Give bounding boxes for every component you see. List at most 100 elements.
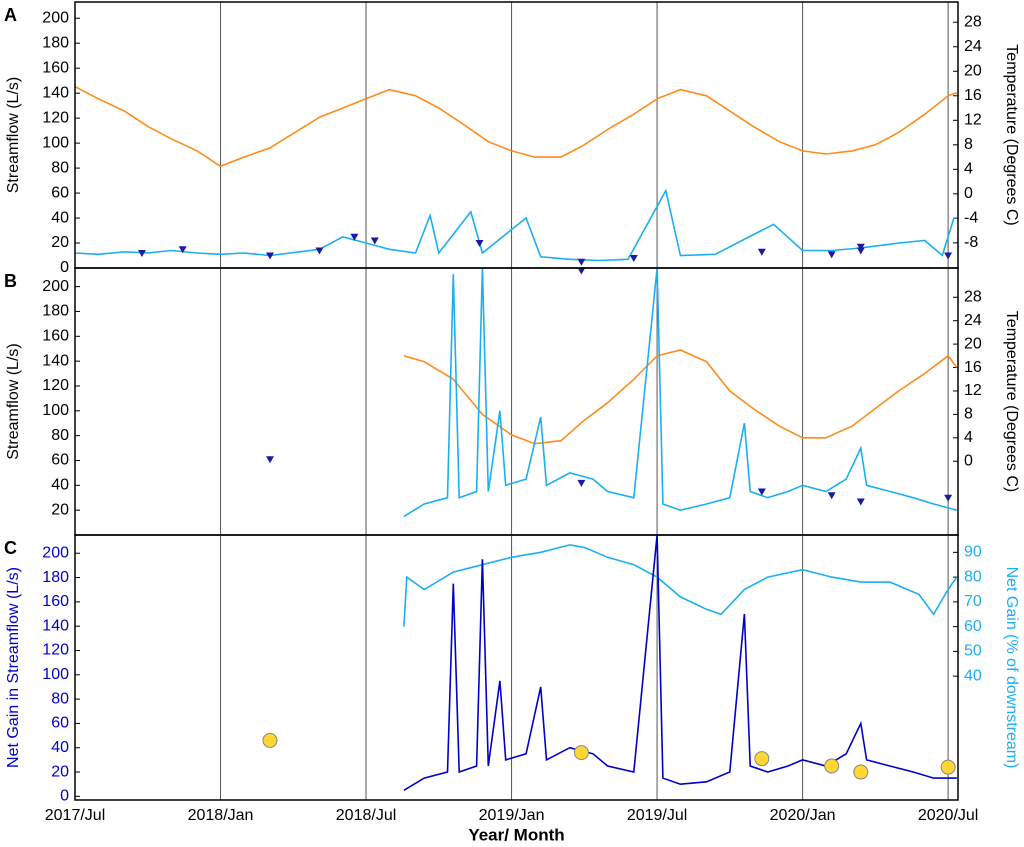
y-axis-label: Streamflow (L/s) bbox=[5, 77, 22, 193]
plot-frame bbox=[74, 534, 959, 801]
triangle-marker bbox=[757, 488, 766, 496]
triangle-marker bbox=[137, 250, 146, 258]
y2-tick-label: 20 bbox=[964, 62, 982, 79]
triangle-marker bbox=[856, 498, 865, 506]
y-tick-label: 80 bbox=[51, 427, 69, 444]
triangle-marker bbox=[827, 251, 836, 259]
y2-axis-label: Temperature (Degrees C) bbox=[1003, 311, 1020, 492]
y2-axis-label: Temperature (Degrees C) bbox=[1003, 44, 1020, 225]
x-tick-label: 2017/Jul bbox=[45, 807, 106, 824]
triangle-marker bbox=[370, 237, 379, 245]
y-tick-label: 160 bbox=[42, 59, 69, 76]
triangle-marker bbox=[629, 255, 638, 263]
y-tick-label: 80 bbox=[51, 159, 69, 176]
y-axis-label: Net Gain in Streamflow (L/s) bbox=[5, 567, 22, 768]
triangle-marker bbox=[265, 456, 274, 464]
y-tick-label: 0 bbox=[60, 259, 69, 276]
y2-tick-label: 40 bbox=[964, 667, 982, 684]
circle-marker bbox=[940, 759, 956, 775]
y2-tick-label: 20 bbox=[964, 335, 982, 352]
y-tick-label: 40 bbox=[51, 477, 69, 494]
panel-label: A bbox=[4, 5, 17, 25]
y-tick-label: 20 bbox=[51, 234, 69, 251]
series-line bbox=[75, 85, 958, 168]
y2-tick-label: 4 bbox=[964, 161, 973, 178]
series-line bbox=[403, 349, 958, 445]
y2-tick-label: 60 bbox=[964, 618, 982, 635]
y2-tick-label: 50 bbox=[964, 643, 982, 660]
y2-tick-label: 90 bbox=[964, 544, 982, 561]
y-tick-label: 160 bbox=[42, 593, 69, 610]
triangle-marker bbox=[944, 252, 953, 260]
y-tick-label: 140 bbox=[42, 84, 69, 101]
y2-tick-label: 12 bbox=[964, 382, 982, 399]
series-line bbox=[75, 188, 957, 262]
series-line bbox=[403, 268, 958, 518]
y-axis-label: Streamflow (L/s) bbox=[5, 343, 22, 459]
y-tick-label: 100 bbox=[42, 134, 69, 151]
y-tick-label: 160 bbox=[42, 328, 69, 345]
y-tick-label: 120 bbox=[42, 109, 69, 126]
x-axis-label: Year/ Month bbox=[468, 825, 564, 844]
y2-tick-label: 8 bbox=[964, 136, 973, 153]
y-tick-label: 0 bbox=[60, 788, 69, 805]
triangle-marker bbox=[315, 247, 324, 255]
y-tick-label: 60 bbox=[51, 715, 69, 732]
triangle-marker bbox=[265, 252, 274, 260]
circle-marker bbox=[573, 745, 589, 761]
y2-tick-label: 0 bbox=[964, 452, 973, 469]
x-tick-label: 2020/Jan bbox=[770, 807, 836, 824]
y2-tick-label: 8 bbox=[964, 406, 973, 423]
x-tick-label: 2018/Jul bbox=[336, 807, 397, 824]
y-tick-label: 40 bbox=[51, 209, 69, 226]
circle-marker bbox=[262, 732, 278, 748]
y-tick-label: 60 bbox=[51, 452, 69, 469]
triangle-marker bbox=[577, 479, 586, 487]
y-tick-label: 100 bbox=[42, 666, 69, 683]
y2-tick-label: 24 bbox=[964, 312, 982, 329]
triangle-marker bbox=[475, 240, 484, 248]
y-tick-label: 180 bbox=[42, 303, 69, 320]
y2-tick-label: 0 bbox=[964, 185, 973, 202]
triangle-marker bbox=[577, 258, 586, 266]
y-tick-label: 180 bbox=[42, 569, 69, 586]
x-tick-label: 2018/Jan bbox=[188, 807, 254, 824]
triangle-marker bbox=[577, 267, 586, 275]
y2-tick-label: -8 bbox=[964, 234, 978, 251]
x-tick-label: 2019/Jan bbox=[479, 807, 545, 824]
triangle-marker bbox=[856, 247, 865, 255]
plot-frame bbox=[74, 267, 959, 536]
y-tick-label: 60 bbox=[51, 184, 69, 201]
x-tick-label: 2019/Jul bbox=[627, 807, 688, 824]
y-tick-label: 120 bbox=[42, 642, 69, 659]
triangle-marker bbox=[944, 494, 953, 502]
circle-marker bbox=[824, 758, 840, 774]
y2-tick-label: 12 bbox=[964, 112, 982, 129]
y2-tick-label: 16 bbox=[964, 359, 982, 376]
series-line bbox=[403, 535, 957, 791]
y2-tick-label: 16 bbox=[964, 87, 982, 104]
circle-marker bbox=[754, 751, 770, 767]
y-tick-label: 200 bbox=[42, 278, 69, 295]
y2-tick-label: -4 bbox=[964, 210, 978, 227]
triangle-marker bbox=[827, 492, 836, 500]
y-tick-label: 20 bbox=[51, 501, 69, 518]
triangle-marker bbox=[757, 248, 766, 256]
y-tick-label: 20 bbox=[51, 763, 69, 780]
y-tick-label: 200 bbox=[42, 9, 69, 26]
y-tick-label: 100 bbox=[42, 402, 69, 419]
y-tick-label: 80 bbox=[51, 690, 69, 707]
y-tick-label: 40 bbox=[51, 739, 69, 756]
y2-tick-label: 28 bbox=[964, 13, 982, 30]
y-tick-label: 120 bbox=[42, 377, 69, 394]
triangle-marker bbox=[350, 233, 359, 241]
series-line bbox=[403, 544, 958, 627]
y2-tick-label: 4 bbox=[964, 429, 973, 446]
y-tick-label: 180 bbox=[42, 34, 69, 51]
plot-frame bbox=[74, 1, 959, 269]
x-tick-label: 2020/Jul bbox=[918, 807, 979, 824]
y2-axis-label: Net Gain (% of downstream) bbox=[1003, 567, 1020, 769]
panel-label: C bbox=[4, 538, 17, 558]
circle-marker bbox=[853, 764, 869, 780]
